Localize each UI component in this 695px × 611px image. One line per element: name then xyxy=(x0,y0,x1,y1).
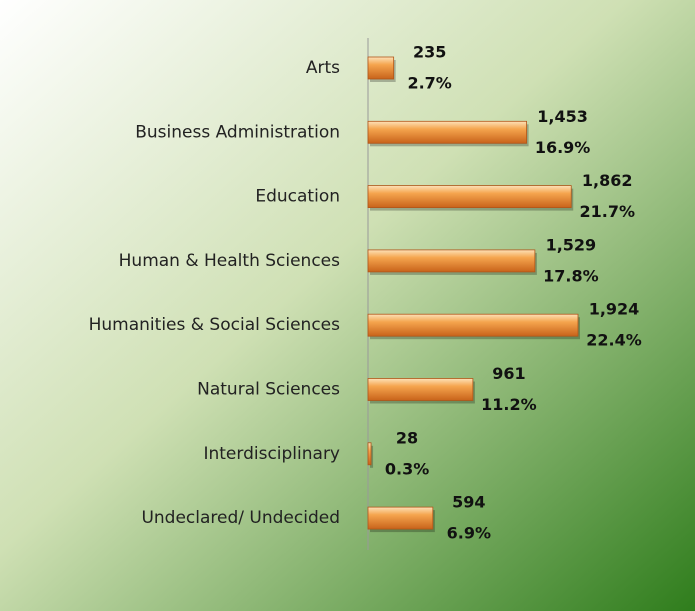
category-label: Arts xyxy=(306,58,340,78)
category-label: Human & Health Sciences xyxy=(119,251,341,271)
value-label: 28 xyxy=(396,428,418,447)
category-label: Education xyxy=(255,187,340,207)
bar xyxy=(367,185,572,209)
share-label: 6.9% xyxy=(447,524,491,543)
category-label: Natural Sciences xyxy=(197,380,340,400)
share-label: 16.9% xyxy=(535,138,591,157)
value-label: 1,529 xyxy=(546,235,597,254)
bar xyxy=(367,378,474,401)
value-label: 1,453 xyxy=(537,107,588,126)
value-label: 594 xyxy=(452,493,485,512)
share-label: 17.8% xyxy=(543,266,599,285)
bar xyxy=(367,120,527,144)
share-label: 11.2% xyxy=(481,395,537,414)
category-label: Undeclared/ Undecided xyxy=(141,508,340,528)
value-label: 1,862 xyxy=(582,171,633,190)
share-label: 21.7% xyxy=(579,202,635,221)
bar xyxy=(367,249,536,273)
bar xyxy=(367,313,579,337)
bar-shadow xyxy=(370,445,374,468)
share-label: 2.7% xyxy=(407,74,451,93)
bar xyxy=(367,56,395,80)
value-label: 961 xyxy=(492,364,525,383)
share-label: 0.3% xyxy=(385,459,429,478)
share-label: 22.4% xyxy=(586,331,642,350)
category-label: Business Administration xyxy=(135,122,340,142)
category-label: Humanities & Social Sciences xyxy=(89,315,341,335)
value-label: 235 xyxy=(413,43,446,62)
bar xyxy=(367,442,372,466)
value-label: 1,924 xyxy=(589,300,640,319)
category-label: Interdisciplinary xyxy=(203,444,340,464)
bar xyxy=(367,506,434,530)
